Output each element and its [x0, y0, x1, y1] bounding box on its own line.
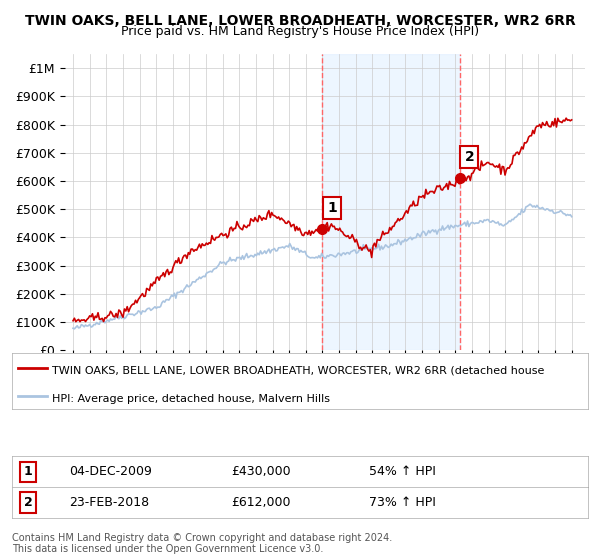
Text: 23-FEB-2018: 23-FEB-2018	[70, 496, 150, 509]
Text: 04-DEC-2009: 04-DEC-2009	[70, 465, 152, 478]
Bar	[322, 54, 460, 350]
Text: TWIN OAKS, BELL LANE, LOWER BROADHEATH, WORCESTER, WR2 6RR: TWIN OAKS, BELL LANE, LOWER BROADHEATH, …	[25, 14, 575, 28]
Text: £430,000: £430,000	[231, 465, 290, 478]
Text: HPI: Average price, detached house, Malvern Hills: HPI: Average price, detached house, Malv…	[52, 394, 331, 404]
Text: 54% ↑ HPI: 54% ↑ HPI	[369, 465, 436, 478]
Text: 2: 2	[464, 150, 474, 164]
Text: 1: 1	[328, 201, 337, 215]
Text: Price paid vs. HM Land Registry's House Price Index (HPI): Price paid vs. HM Land Registry's House …	[121, 25, 479, 38]
Text: TWIN OAKS, BELL LANE, LOWER BROADHEATH, WORCESTER, WR2 6RR (detached house: TWIN OAKS, BELL LANE, LOWER BROADHEATH, …	[52, 366, 545, 376]
Text: £612,000: £612,000	[231, 496, 290, 509]
Text: Contains HM Land Registry data © Crown copyright and database right 2024.
This d: Contains HM Land Registry data © Crown c…	[12, 533, 392, 554]
Text: 1: 1	[23, 465, 32, 478]
Text: 73% ↑ HPI: 73% ↑ HPI	[369, 496, 436, 509]
Text: 2: 2	[23, 496, 32, 509]
